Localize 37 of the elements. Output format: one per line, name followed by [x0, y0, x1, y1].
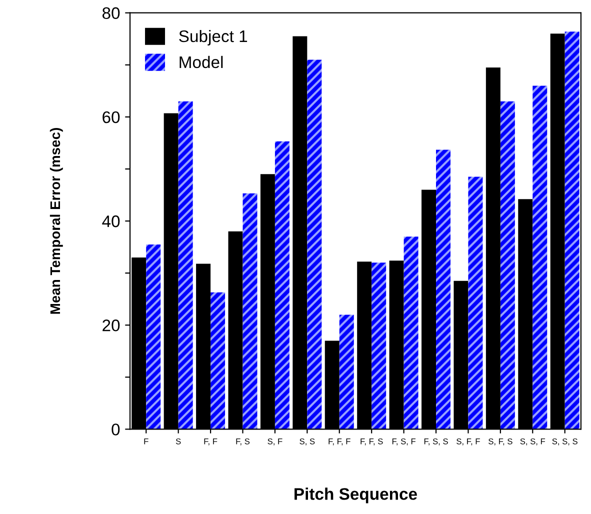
x-tick-label: S, S [300, 438, 315, 446]
x-tick-label: S [176, 438, 181, 444]
x-tick-label: F, S [236, 438, 250, 446]
bar [146, 244, 161, 430]
x-tick-label: S, F, F [456, 438, 480, 446]
x-tick-label: F [144, 438, 148, 444]
bar [274, 141, 290, 430]
y-axis-title: Mean Temporal Error (msec) [50, 128, 63, 314]
x-tick-label: S, S, S [552, 438, 578, 446]
x-axis-title: Pitch Sequence [294, 488, 417, 504]
y-tick-label: 0 [112, 424, 120, 436]
y-tick-label: 80 [102, 7, 120, 20]
bar [500, 101, 515, 430]
x-tick-label: F, F, S [360, 438, 383, 446]
legend-label: Subject 1 [179, 30, 248, 46]
x-tick-label: S, F, S [488, 438, 512, 446]
bar [436, 150, 451, 430]
bar [178, 101, 193, 430]
bar [404, 236, 418, 430]
x-tick-label: F, F [204, 438, 218, 446]
bar [468, 176, 483, 430]
bar [372, 262, 386, 430]
bar [242, 193, 258, 430]
x-tick-label: S, S, F [520, 438, 546, 446]
legend-label: Model [180, 56, 223, 68]
x-tick-label: F, F, F [328, 438, 350, 446]
bar [307, 60, 322, 430]
bar [210, 292, 226, 430]
y-tick-label: 20 [102, 320, 120, 332]
y-tick-label: 40 [102, 215, 120, 228]
bar [339, 314, 354, 430]
bar [564, 32, 580, 430]
x-tick-label: F, S, S [424, 438, 448, 446]
x-tick-label: S, F [268, 438, 282, 446]
y-tick-label: 60 [102, 111, 120, 124]
bar [532, 86, 548, 430]
x-tick-label: F, S, F [392, 438, 416, 446]
